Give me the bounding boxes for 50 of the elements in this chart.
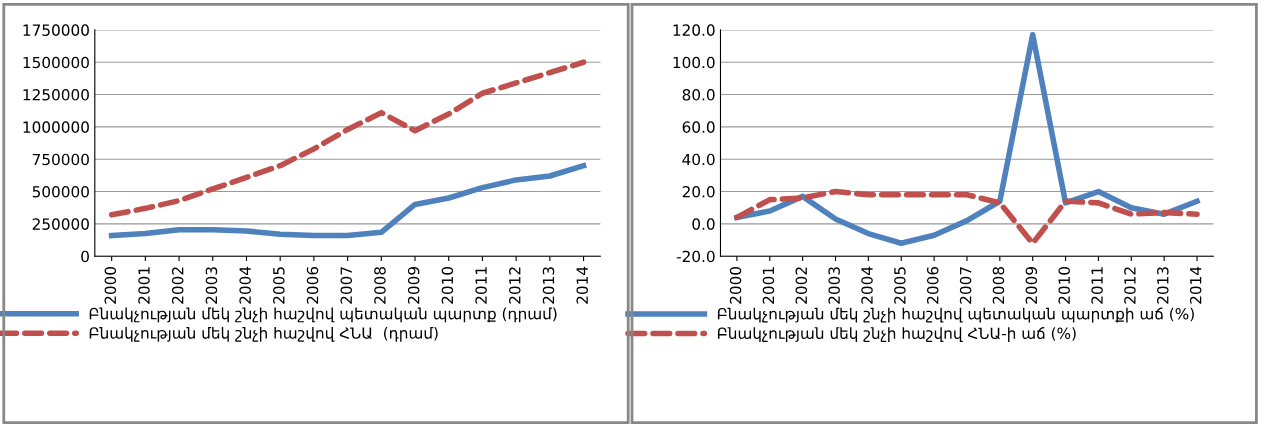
- x-tick-label: 2005: [273, 267, 285, 304]
- y-tick-label: 60.0: [682, 121, 715, 133]
- x-tick-label: 2002: [171, 267, 184, 304]
- legend-label: Բնակչության մեկ շնչի հաշվով պետական պարտք (դրամ): [89, 307, 557, 323]
- x-tick-label: 2008: [374, 266, 386, 304]
- x-tick-label: 2014: [1189, 266, 1202, 304]
- y-tick-label: 500000: [32, 186, 89, 198]
- x-tick-label: 2000: [104, 266, 117, 304]
- y-tick-label: 250000: [32, 218, 89, 230]
- y-tick-label: -20.0: [676, 250, 715, 263]
- x-tick-label: 2007: [959, 267, 972, 304]
- x-tick-label: 2008: [992, 266, 1005, 304]
- x-tick-label: 2011: [475, 267, 487, 304]
- x-tick-label: 2001: [762, 267, 775, 304]
- x-tick-label: 2012: [1124, 267, 1136, 304]
- y-tick-label: 1000000: [23, 121, 89, 133]
- x-tick-label: 2003: [205, 267, 218, 304]
- x-tick-label: 2010: [1058, 266, 1070, 304]
- y-tick-label: 80.0: [682, 89, 715, 101]
- y-tick-label: 100.0: [673, 56, 715, 69]
- y-tick-label: 40.0: [682, 153, 715, 166]
- x-tick-label: 2013: [542, 267, 555, 304]
- x-tick-label: 2010: [441, 266, 454, 304]
- legend-label: Բնակչության մեկ շնչի հաշվով ՀՆԱ (դրամ): [89, 326, 438, 342]
- y-tick-label: 1750000: [23, 24, 89, 36]
- x-tick-label: 2014: [576, 266, 588, 304]
- y-tick-label: 120.0: [673, 24, 715, 36]
- x-tick-label: 2006: [926, 266, 939, 304]
- x-tick-label: 2001: [138, 267, 150, 304]
- x-tick-label: 2009: [407, 267, 420, 304]
- legend-label: Բնակչության մեկ շնչի հաշվով ՀՆԱ-ի աճ (%): [717, 327, 1076, 342]
- y-tick-label: 1250000: [23, 89, 89, 101]
- x-tick-label: 2002: [795, 267, 808, 304]
- x-tick-label: 2013: [1157, 267, 1169, 304]
- x-tick-label: 2007: [340, 267, 353, 304]
- x-tick-label: 2000: [729, 266, 742, 304]
- x-tick-label: 2004: [239, 266, 251, 304]
- x-tick-label: 2005: [894, 267, 906, 304]
- y-tick-label: 0: [81, 250, 89, 263]
- x-tick-label: 2006: [306, 266, 319, 304]
- y-tick-label: 750000: [32, 153, 89, 166]
- x-tick-label: 2011: [1091, 267, 1103, 304]
- y-tick-label: 20.0: [682, 186, 715, 198]
- x-tick-label: 2004: [861, 266, 873, 304]
- x-tick-label: 2009: [1025, 267, 1038, 304]
- y-tick-label: 0.0: [692, 218, 715, 230]
- legend-label: Բնակչության մեկ շնչի հաշվով պետական պարտքի աճ (%): [717, 307, 1194, 323]
- x-tick-label: 2012: [509, 267, 521, 304]
- y-tick-label: 1500000: [23, 56, 89, 69]
- x-tick-label: 2003: [828, 267, 840, 304]
